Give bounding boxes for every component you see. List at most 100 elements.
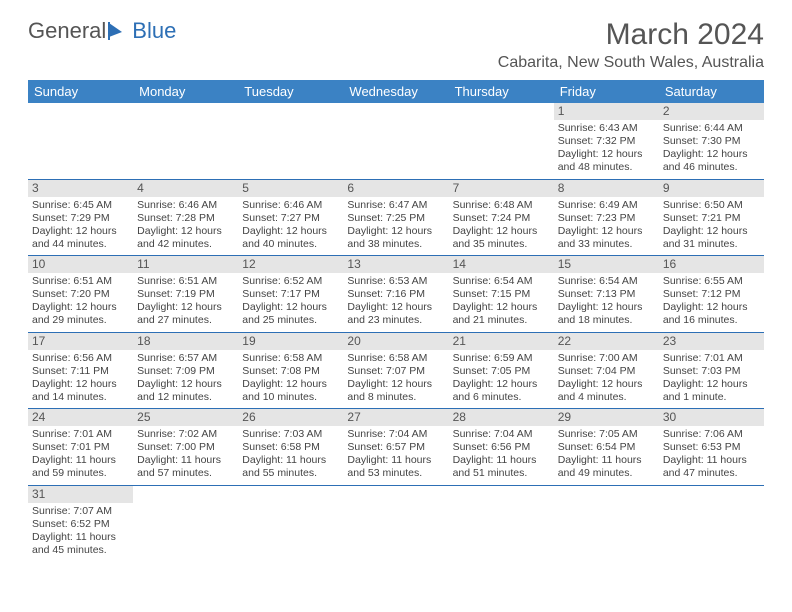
weekday-header: Monday	[133, 80, 238, 103]
sunrise-text: Sunrise: 6:50 AM	[663, 199, 760, 212]
calendar-cell: 9Sunrise: 6:50 AMSunset: 7:21 PMDaylight…	[659, 179, 764, 256]
sunset-text: Sunset: 6:57 PM	[347, 441, 444, 454]
sunset-text: Sunset: 7:28 PM	[137, 212, 234, 225]
calendar-cell: 2Sunrise: 6:44 AMSunset: 7:30 PMDaylight…	[659, 103, 764, 179]
daylight-text: Daylight: 11 hours and 59 minutes.	[32, 454, 129, 480]
sunrise-text: Sunrise: 7:00 AM	[558, 352, 655, 365]
calendar-cell: 24Sunrise: 7:01 AMSunset: 7:01 PMDayligh…	[28, 409, 133, 486]
calendar-cell: 29Sunrise: 7:05 AMSunset: 6:54 PMDayligh…	[554, 409, 659, 486]
daylight-text: Daylight: 11 hours and 53 minutes.	[347, 454, 444, 480]
day-number: 7	[449, 180, 554, 197]
calendar-cell: 14Sunrise: 6:54 AMSunset: 7:15 PMDayligh…	[449, 256, 554, 333]
daylight-text: Daylight: 12 hours and 38 minutes.	[347, 225, 444, 251]
daylight-text: Daylight: 12 hours and 40 minutes.	[242, 225, 339, 251]
daylight-text: Daylight: 12 hours and 21 minutes.	[453, 301, 550, 327]
day-number: 25	[133, 409, 238, 426]
calendar-cell	[449, 103, 554, 179]
sunset-text: Sunset: 7:05 PM	[453, 365, 550, 378]
sunrise-text: Sunrise: 6:46 AM	[242, 199, 339, 212]
sunset-text: Sunset: 7:20 PM	[32, 288, 129, 301]
calendar-cell	[659, 485, 764, 561]
day-number: 29	[554, 409, 659, 426]
daylight-text: Daylight: 12 hours and 18 minutes.	[558, 301, 655, 327]
sunset-text: Sunset: 7:12 PM	[663, 288, 760, 301]
sunrise-text: Sunrise: 6:56 AM	[32, 352, 129, 365]
daylight-text: Daylight: 12 hours and 25 minutes.	[242, 301, 339, 327]
sunrise-text: Sunrise: 6:58 AM	[347, 352, 444, 365]
sunset-text: Sunset: 7:16 PM	[347, 288, 444, 301]
sunrise-text: Sunrise: 7:06 AM	[663, 428, 760, 441]
daylight-text: Daylight: 12 hours and 27 minutes.	[137, 301, 234, 327]
daylight-text: Daylight: 12 hours and 29 minutes.	[32, 301, 129, 327]
day-number: 20	[343, 333, 448, 350]
logo-text-1: General	[28, 18, 106, 44]
calendar-cell	[238, 103, 343, 179]
sunrise-text: Sunrise: 6:54 AM	[453, 275, 550, 288]
weekday-header: Friday	[554, 80, 659, 103]
calendar-cell: 31Sunrise: 7:07 AMSunset: 6:52 PMDayligh…	[28, 485, 133, 561]
calendar-cell	[133, 485, 238, 561]
daylight-text: Daylight: 12 hours and 14 minutes.	[32, 378, 129, 404]
sunrise-text: Sunrise: 6:51 AM	[32, 275, 129, 288]
sunset-text: Sunset: 7:07 PM	[347, 365, 444, 378]
weekday-header: Saturday	[659, 80, 764, 103]
sunset-text: Sunset: 7:13 PM	[558, 288, 655, 301]
calendar-head: SundayMondayTuesdayWednesdayThursdayFrid…	[28, 80, 764, 103]
sunrise-text: Sunrise: 6:46 AM	[137, 199, 234, 212]
calendar-cell: 20 Sunrise: 6:58 AMSunset: 7:07 PMDayligh…	[343, 332, 448, 409]
calendar-cell: 13Sunrise: 6:53 AMSunset: 7:16 PMDayligh…	[343, 256, 448, 333]
sunset-text: Sunset: 7:00 PM	[137, 441, 234, 454]
sunset-text: Sunset: 7:23 PM	[558, 212, 655, 225]
day-number: 4	[133, 180, 238, 197]
sunset-text: Sunset: 7:29 PM	[32, 212, 129, 225]
weekday-header: Wednesday	[343, 80, 448, 103]
logo: General Blue	[28, 18, 176, 44]
sunrise-text: Sunrise: 6:55 AM	[663, 275, 760, 288]
calendar-cell: 26Sunrise: 7:03 AMSunset: 6:58 PMDayligh…	[238, 409, 343, 486]
page-header: General Blue March 2024 Cabarita, New So…	[28, 18, 764, 72]
day-number: 11	[133, 256, 238, 273]
calendar-cell: 1Sunrise: 6:43 AMSunset: 7:32 PMDaylight…	[554, 103, 659, 179]
weekday-header: Thursday	[449, 80, 554, 103]
weekday-header: Sunday	[28, 80, 133, 103]
sunrise-text: Sunrise: 6:53 AM	[347, 275, 444, 288]
logo-text-2: Blue	[132, 18, 176, 44]
day-number: 15	[554, 256, 659, 273]
sunrise-text: Sunrise: 7:02 AM	[137, 428, 234, 441]
calendar-cell	[343, 485, 448, 561]
daylight-text: Daylight: 12 hours and 8 minutes.	[347, 378, 444, 404]
sunset-text: Sunset: 6:52 PM	[32, 518, 129, 531]
day-number: 3	[28, 180, 133, 197]
calendar-body: 1Sunrise: 6:43 AMSunset: 7:32 PMDaylight…	[28, 103, 764, 561]
day-number: 28	[449, 409, 554, 426]
day-number: 27	[343, 409, 448, 426]
sunrise-text: Sunrise: 6:49 AM	[558, 199, 655, 212]
day-number: 12	[238, 256, 343, 273]
sunrise-text: Sunrise: 7:05 AM	[558, 428, 655, 441]
day-number: 5	[238, 180, 343, 197]
daylight-text: Daylight: 12 hours and 42 minutes.	[137, 225, 234, 251]
calendar-cell: 25Sunrise: 7:02 AMSunset: 7:00 PMDayligh…	[133, 409, 238, 486]
calendar-cell: 7Sunrise: 6:48 AMSunset: 7:24 PMDaylight…	[449, 179, 554, 256]
day-number: 23	[659, 333, 764, 350]
sunrise-text: Sunrise: 6:47 AM	[347, 199, 444, 212]
calendar-cell: 16Sunrise: 6:55 AMSunset: 7:12 PMDayligh…	[659, 256, 764, 333]
day-number: 2	[659, 103, 764, 120]
logo-flag-icon	[108, 22, 130, 40]
daylight-text: Daylight: 11 hours and 45 minutes.	[32, 531, 129, 557]
calendar-cell: 3Sunrise: 6:45 AMSunset: 7:29 PMDaylight…	[28, 179, 133, 256]
sunrise-text: Sunrise: 6:58 AM	[242, 352, 339, 365]
sunset-text: Sunset: 7:27 PM	[242, 212, 339, 225]
sunrise-text: Sunrise: 6:52 AM	[242, 275, 339, 288]
sunset-text: Sunset: 7:25 PM	[347, 212, 444, 225]
calendar-cell: 27Sunrise: 7:04 AMSunset: 6:57 PMDayligh…	[343, 409, 448, 486]
calendar-cell	[554, 485, 659, 561]
sunrise-text: Sunrise: 7:04 AM	[453, 428, 550, 441]
sunset-text: Sunset: 6:54 PM	[558, 441, 655, 454]
sunset-text: Sunset: 7:01 PM	[32, 441, 129, 454]
sunrise-text: Sunrise: 6:59 AM	[453, 352, 550, 365]
daylight-text: Daylight: 12 hours and 44 minutes.	[32, 225, 129, 251]
sunset-text: Sunset: 7:08 PM	[242, 365, 339, 378]
day-number: 13	[343, 256, 448, 273]
daylight-text: Daylight: 12 hours and 4 minutes.	[558, 378, 655, 404]
